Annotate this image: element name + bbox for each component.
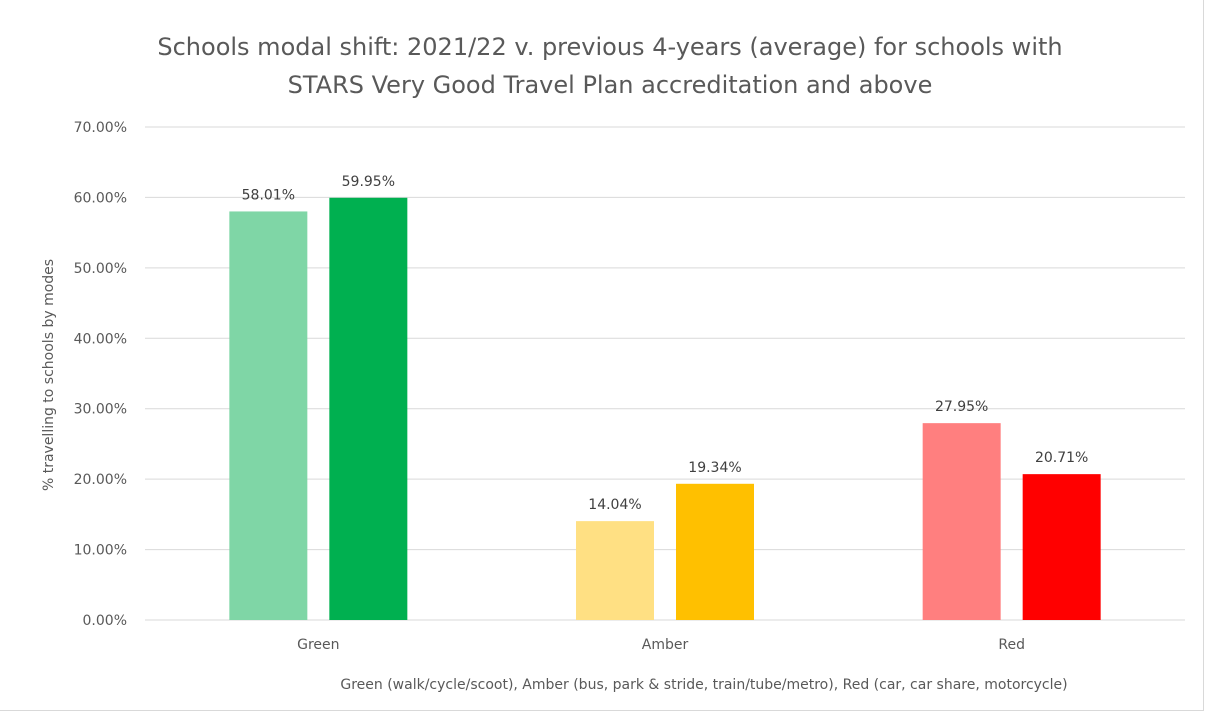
x-tick-label: Green [297, 637, 339, 653]
y-tick-label: 50.00% [74, 261, 127, 277]
bar-red-2 [1022, 474, 1101, 620]
y-axis-title: % travelling to schools by modes [41, 259, 57, 491]
x-axis-title: Green (walk/cycle/scoot), Amber (bus, pa… [340, 677, 1067, 693]
y-tick-label: 20.00% [74, 472, 127, 488]
chart-title: Schools modal shift: 2021/22 v. previous… [157, 33, 1063, 99]
bar-green-1 [229, 211, 308, 621]
data-label: 58.01% [242, 187, 295, 203]
x-tick-label: Amber [642, 637, 689, 653]
y-tick-label: 40.00% [74, 331, 127, 347]
bar-green-2 [329, 197, 408, 621]
data-label: 20.71% [1035, 450, 1088, 466]
data-label: 14.04% [588, 497, 641, 513]
bar-amber-1 [576, 521, 654, 620]
y-tick-label: 0.00% [83, 613, 127, 629]
y-tick-label: 30.00% [74, 402, 127, 418]
bar-red-1 [922, 423, 1001, 620]
bar-amber-2 [676, 483, 754, 620]
y-tick-label: 60.00% [74, 190, 127, 206]
x-tick-label: Red [998, 637, 1025, 653]
data-label: 19.34% [688, 460, 741, 476]
y-tick-label: 10.00% [74, 543, 127, 559]
y-tick-label: 70.00% [74, 120, 127, 136]
data-label: 27.95% [935, 399, 988, 415]
data-label: 59.95% [342, 174, 395, 190]
